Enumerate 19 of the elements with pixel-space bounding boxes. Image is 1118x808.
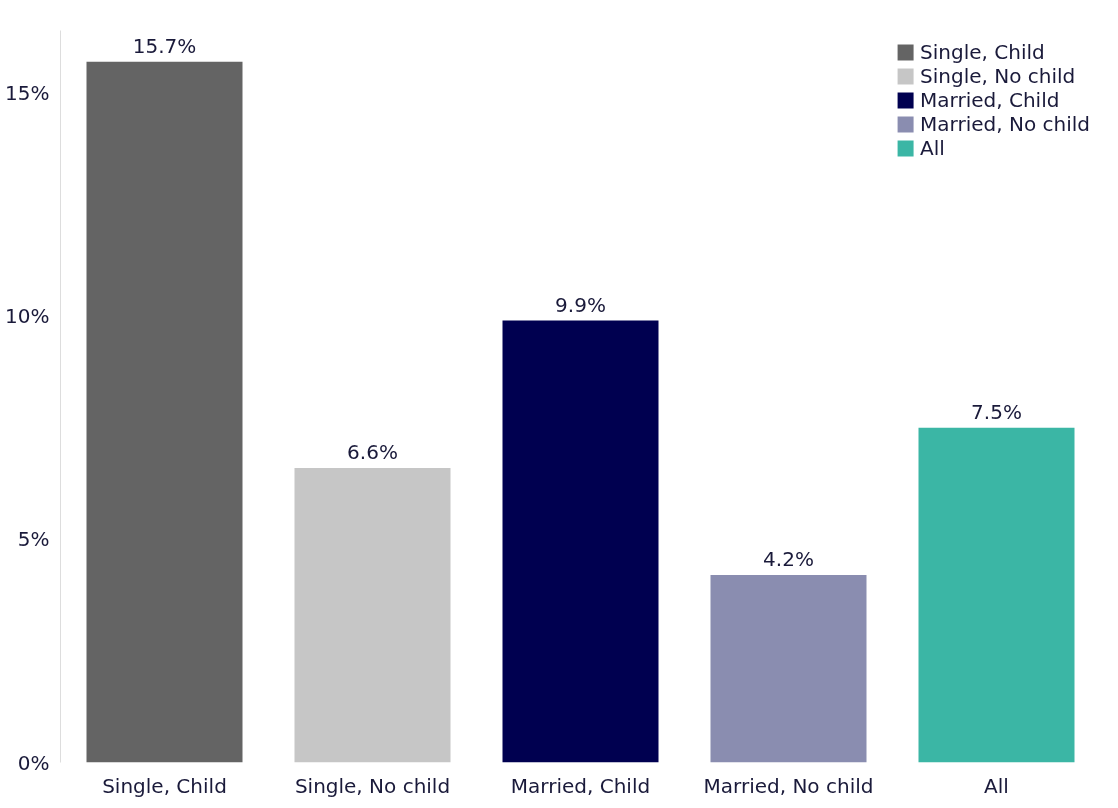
data-label: 6.6% <box>347 439 398 464</box>
legend-label: Married, No child <box>920 112 1090 136</box>
x-tick-label: Single, No child <box>294 773 451 798</box>
data-label: 7.5% <box>971 399 1022 424</box>
x-tick-label: Married, No child <box>703 773 874 798</box>
legend-label: Single, No child <box>920 64 1076 88</box>
legend-label: All <box>920 136 945 160</box>
x-tick-label: Single, Child <box>102 773 227 798</box>
y-tick-label: 5% <box>17 527 50 552</box>
data-label: 4.2% <box>763 547 814 572</box>
y-tick-label: 0% <box>17 750 50 775</box>
data-label: 9.9% <box>555 292 606 317</box>
y-tick-label: 15% <box>5 80 50 105</box>
x-tick-label: Married, Child <box>510 773 651 798</box>
x-tick-label: All <box>984 773 1009 798</box>
data-label: 15.7% <box>132 33 197 58</box>
legend-label: Married, Child <box>920 88 1060 112</box>
y-tick-label: 10% <box>5 304 50 329</box>
legend-label: Single, Child <box>920 40 1045 64</box>
